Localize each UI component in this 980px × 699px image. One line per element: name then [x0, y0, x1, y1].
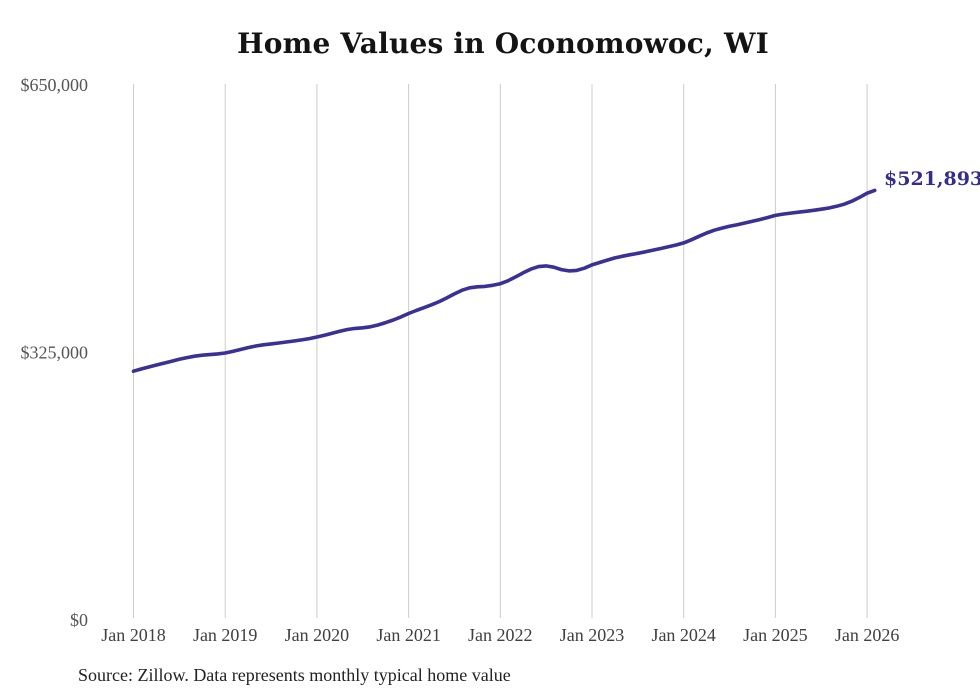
source-note: Source: Zillow. Data represents monthly …: [78, 665, 511, 685]
x-tick-label: Jan 2021: [376, 625, 441, 645]
home-value-line: [131, 188, 877, 374]
chart-title: Home Values in Oconomowoc, WI: [237, 27, 769, 60]
x-tick-label: Jan 2018: [101, 625, 166, 645]
x-tick-label: Jan 2019: [193, 625, 258, 645]
x-tick-label: Jan 2020: [285, 625, 350, 645]
y-tick-label: $650,000: [21, 75, 89, 95]
y-tick-label: $0: [70, 610, 88, 630]
latest-value-label: $521,893: [884, 168, 980, 190]
x-tick-label: Jan 2024: [651, 625, 716, 645]
x-tick-label: Jan 2022: [468, 625, 533, 645]
y-tick-label: $325,000: [21, 343, 89, 363]
x-tick-label: Jan 2023: [560, 625, 625, 645]
x-tick-label: Jan 2026: [835, 625, 900, 645]
x-tick-label: Jan 2025: [743, 625, 808, 645]
